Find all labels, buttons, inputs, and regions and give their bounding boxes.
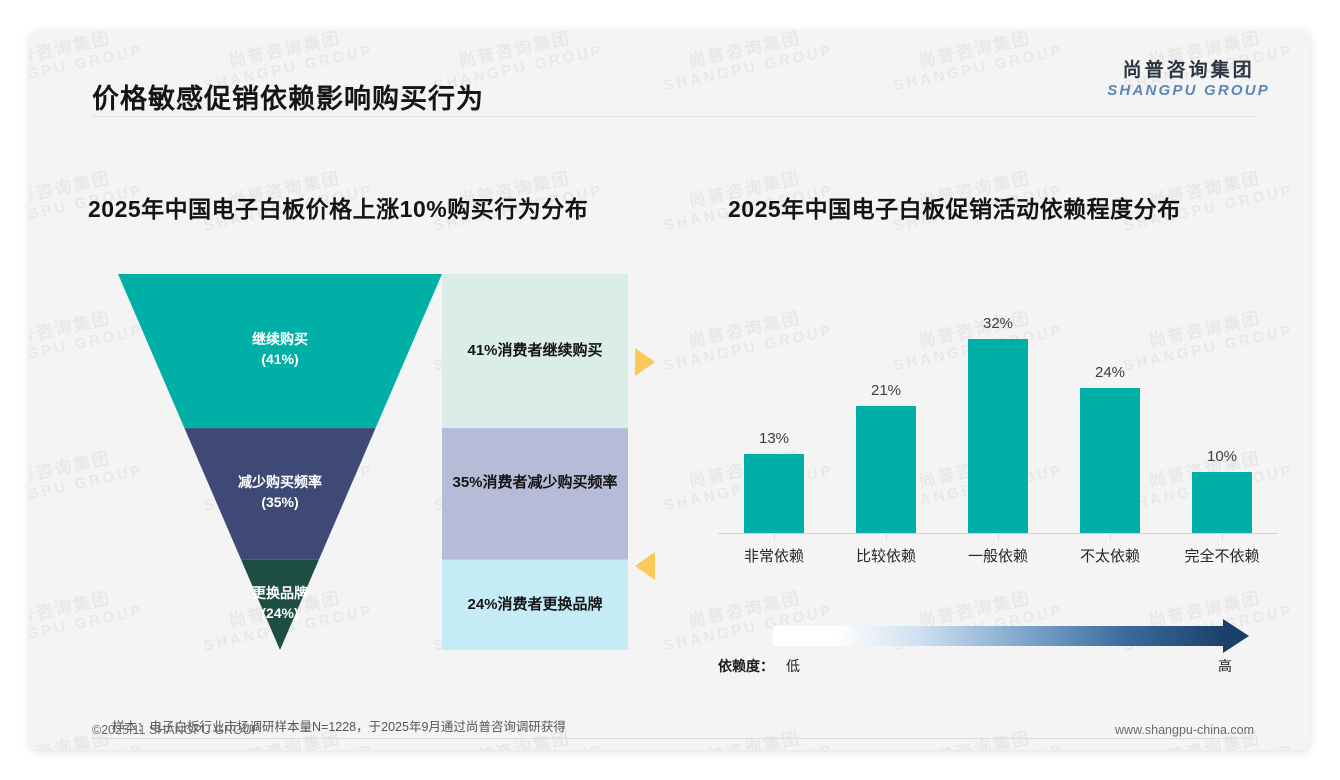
- dependency-bar-chart: 13% 21% 32% 24% 10% 非常依赖 比较依赖 一般依赖 不太依赖 完全不依赖: [718, 280, 1278, 570]
- dependency-gradient-legend: 依赖度： 低 高: [718, 618, 1278, 682]
- funnel-callout-panel-0: [442, 274, 628, 429]
- axis-tick-3: [1109, 534, 1111, 540]
- right-chart-title: 2025年中国电子白板促销活动依赖程度分布: [728, 196, 1181, 222]
- legend-title: 依赖度：: [718, 658, 774, 674]
- bar-4[interactable]: [1192, 472, 1252, 533]
- axis-tick-0: [773, 534, 775, 540]
- legend-high-label: 高: [1218, 658, 1232, 674]
- logo-chinese-text: 尚普咨询集团: [1122, 60, 1255, 81]
- bar-value-label-1: 21%: [870, 382, 902, 399]
- source-divider: [92, 738, 1254, 739]
- bar-chart-axis: [718, 533, 1278, 534]
- bar-column-3[interactable]: 24%: [1054, 280, 1166, 540]
- funnel-callout-panel-2: [442, 559, 628, 650]
- source-note: 样本：电子白板行业市场调研样本量N=1228，于2025年9月通过尚普咨询调研获…: [112, 720, 566, 734]
- slide-header: 价格敏感促销依赖影响购买行为 尚普咨询集团 SHANGPU GROUP: [30, 30, 1310, 114]
- arrow-right-marker-icon: [635, 348, 655, 376]
- footer-website: www.shangpu-china.com: [1115, 723, 1254, 737]
- funnel-segment-1: [184, 428, 376, 560]
- company-logo: 尚普咨询集团 SHANGPU GROUP: [1107, 60, 1270, 100]
- bar-category-label-4: 完全不依赖: [1184, 548, 1260, 565]
- bar-value-label-0: 13%: [758, 430, 790, 447]
- funnel-graphic: [118, 274, 628, 650]
- bar-column-0[interactable]: 13%: [718, 280, 830, 540]
- bar-chart-categories: 非常依赖 比较依赖 一般依赖 不太依赖 完全不依赖: [718, 545, 1278, 566]
- bar-category-label-0: 非常依赖: [743, 548, 804, 565]
- bar-3[interactable]: [1080, 388, 1140, 533]
- header-divider: [92, 116, 1254, 117]
- slide-card: 尚普咨询集团 SHANGPU GROUP 尚普咨询集团 SHANGPU GROUP 尚普…: [30, 30, 1310, 750]
- page-title: 价格敏感促销依赖影响购买行为: [92, 84, 484, 114]
- axis-tick-1: [885, 534, 887, 540]
- bar-category-label-1: 比较依赖: [855, 548, 916, 565]
- bar-1[interactable]: [856, 406, 916, 533]
- funnel-segment-2: [241, 559, 319, 650]
- gradient-bar: [773, 626, 1228, 646]
- bar-value-label-4: 10%: [1206, 448, 1238, 465]
- arrow-left-marker-icon: [635, 552, 655, 580]
- bar-column-1[interactable]: 21%: [830, 280, 942, 540]
- bar-value-label-3: 24%: [1094, 364, 1126, 381]
- axis-tick-2: [997, 534, 999, 540]
- gradient-arrow-head-icon: [1223, 619, 1249, 653]
- funnel-callout-panel-1: [442, 428, 628, 560]
- footer-copyright: ©2025.11 SHANGPU GROUP: [92, 723, 261, 737]
- funnel-chart: 继续购买 (41%) 减少购买频率 (35%) 更换品牌 (24%) 41%消费者继续…: [100, 252, 660, 672]
- bar-category-label-2: 一般依赖: [967, 548, 1028, 565]
- bar-chart-bars: 13% 21% 32% 24% 10%: [718, 280, 1278, 540]
- bar-value-label-2: 32%: [982, 315, 1014, 332]
- bar-column-4[interactable]: 10%: [1166, 280, 1278, 540]
- bar-category-label-3: 不太依赖: [1079, 548, 1140, 565]
- bar-2[interactable]: [968, 339, 1028, 533]
- bar-column-2[interactable]: 32%: [942, 280, 1054, 540]
- left-chart-title: 2025年中国电子白板价格上涨10%购买行为分布: [88, 196, 589, 222]
- logo-english-text: SHANGPU GROUP: [1107, 81, 1270, 99]
- axis-tick-4: [1221, 534, 1223, 540]
- bar-0[interactable]: [744, 454, 804, 533]
- funnel-segment-0: [118, 274, 442, 429]
- legend-low-label: 低: [786, 658, 800, 674]
